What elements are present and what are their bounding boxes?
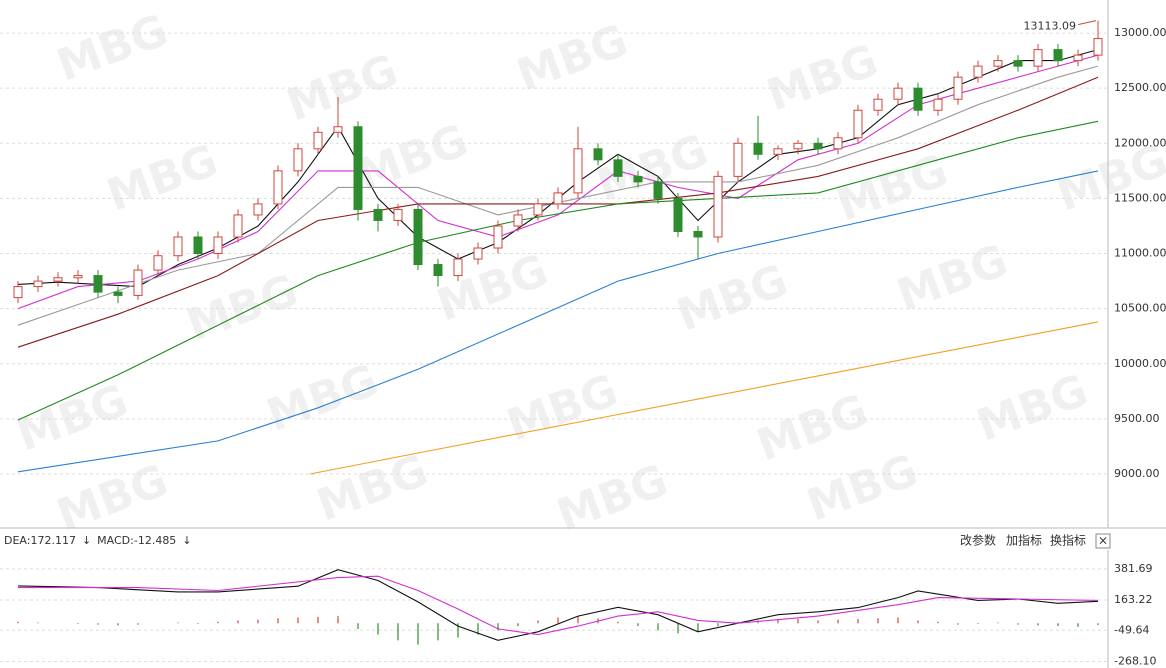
candle-body — [953, 76, 963, 100]
candle-body — [433, 264, 443, 277]
ma-line — [17, 76, 1099, 348]
ma-line — [18, 575, 1099, 636]
indicator-header: MACD:-12.485 — [97, 534, 176, 547]
candle-body — [853, 109, 863, 139]
candle-body — [813, 142, 823, 150]
candle-body — [113, 291, 123, 296]
candle-body — [413, 208, 423, 266]
candle-body — [613, 159, 623, 177]
ma-line — [17, 120, 1099, 421]
ma-line — [17, 569, 1099, 641]
candle-body — [993, 60, 1003, 67]
candle-body — [333, 126, 343, 133]
candle-body — [1013, 60, 1023, 67]
candle-body — [353, 126, 363, 210]
indicator-button[interactable]: × — [1098, 534, 1108, 548]
candle-body — [233, 214, 243, 238]
indicator-button[interactable]: 加指标 — [1006, 533, 1042, 548]
candle-body — [473, 247, 483, 260]
y-tick-label: 163.22 — [1114, 593, 1153, 606]
candle-body — [633, 175, 643, 183]
candle-body — [313, 131, 323, 150]
y-tick-label: -49.64 — [1114, 623, 1149, 636]
candle-body — [873, 98, 883, 111]
y-tick-label: 11000.00 — [1114, 247, 1166, 260]
candle-body — [793, 142, 803, 150]
candle-body — [253, 203, 263, 216]
y-tick-label: 381.69 — [1114, 562, 1153, 575]
indicator-header: ↓ — [82, 534, 91, 547]
candle-body — [773, 148, 783, 155]
y-tick-label: 9000.00 — [1114, 467, 1160, 480]
candle-body — [13, 286, 23, 299]
candle-body — [573, 148, 583, 194]
candle-body — [173, 236, 183, 257]
indicator-header: ↓ — [182, 534, 191, 547]
close-box[interactable] — [1095, 533, 1111, 549]
candle-body — [133, 269, 143, 296]
annotation-arrow — [1077, 20, 1097, 26]
candle-body — [733, 142, 743, 177]
indicator-button[interactable]: 改参数 — [960, 533, 996, 548]
candle-body — [973, 65, 983, 78]
candle-body — [453, 258, 463, 277]
candle-body — [1073, 54, 1083, 62]
y-tick-label: -268.10 — [1114, 654, 1156, 667]
y-tick-label: 9500.00 — [1114, 412, 1160, 425]
candle-body — [693, 230, 703, 238]
candle-body — [153, 255, 163, 271]
y-tick-label: 10000.00 — [1114, 357, 1166, 370]
candle-body — [533, 203, 543, 216]
candle-body — [673, 197, 683, 232]
candle-body — [213, 236, 223, 255]
candle-body — [893, 87, 903, 100]
candle-body — [293, 148, 303, 172]
candle-body — [53, 277, 63, 282]
high-annotation: 13113.09 — [1024, 20, 1077, 33]
candle-body — [933, 98, 943, 111]
candle-body — [493, 225, 503, 249]
candle-body — [653, 181, 663, 199]
ma-line — [17, 170, 1099, 473]
candle-body — [373, 208, 383, 221]
candle-body — [93, 275, 103, 293]
candle-body — [1093, 38, 1103, 56]
candle-body — [73, 275, 83, 279]
candle-body — [1033, 49, 1043, 67]
indicator-button[interactable]: 换指标 — [1050, 533, 1086, 548]
y-tick-label: 12500.00 — [1114, 81, 1166, 94]
y-tick-label: 10500.00 — [1114, 302, 1166, 315]
y-tick-label: 11500.00 — [1114, 191, 1166, 204]
candle-body — [913, 87, 923, 111]
candle-body — [393, 208, 403, 221]
y-tick-label: 12000.00 — [1114, 136, 1166, 149]
y-tick-label: 13000.00 — [1114, 26, 1166, 39]
candle-body — [1053, 49, 1063, 62]
candle-body — [193, 236, 203, 255]
ma-line — [309, 321, 1099, 475]
candle-body — [513, 214, 523, 227]
candle-body — [553, 192, 563, 205]
candle-body — [273, 170, 283, 205]
candle-body — [753, 142, 763, 155]
indicator-header: DEA:172.117 — [4, 534, 76, 547]
candle-body — [593, 148, 603, 161]
candle-body — [713, 175, 723, 238]
candle-body — [33, 280, 43, 288]
candle-body — [833, 137, 843, 150]
